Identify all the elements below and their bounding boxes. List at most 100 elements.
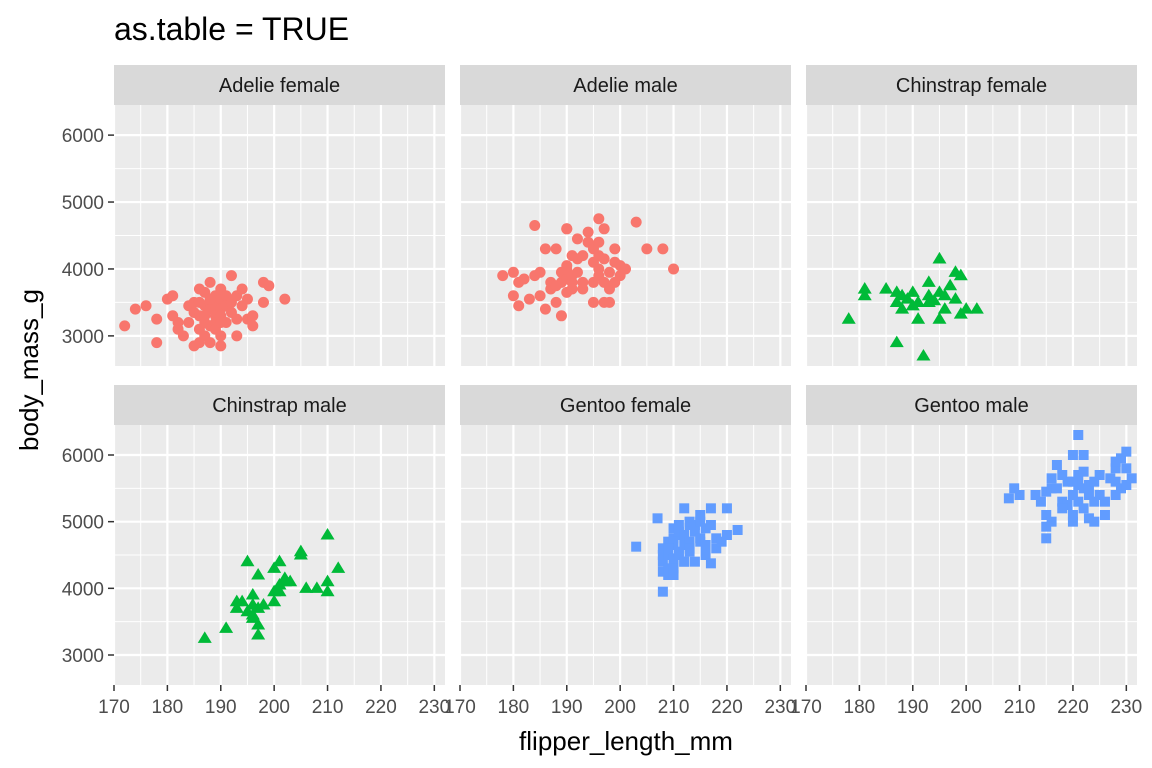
data-point [1115,483,1126,494]
data-point [235,594,250,607]
data-point [1062,476,1073,487]
data-point [593,213,605,225]
data-point [177,330,189,342]
x-tick-label: 200 [604,697,636,718]
data-point [172,317,184,328]
data-point [507,290,519,302]
data-point [700,550,711,560]
data-point [251,568,266,580]
data-point [689,526,700,537]
x-tick-label: 220 [1057,697,1089,718]
data-point [1126,473,1137,484]
strip-background [806,385,1137,425]
x-tick-label: 210 [658,697,690,718]
data-point [272,554,287,567]
data-point [1078,503,1089,514]
data-point [1046,473,1057,484]
data-point [140,300,152,312]
data-point [256,598,271,610]
data-point [700,523,711,534]
x-tick-label: 220 [711,697,743,718]
data-point [630,216,642,228]
y-tick-label: 5000 [62,513,104,534]
data-point [705,520,716,530]
data-point [1073,430,1084,440]
data-point [1067,476,1078,487]
data-point [231,330,243,342]
data-point [151,337,163,349]
x-tick-label: 180 [152,697,184,718]
data-point [1073,470,1084,480]
data-point [711,543,722,554]
data-point [561,223,573,235]
data-point [679,503,690,514]
strip-label: Chinstrap female [896,75,1047,97]
data-point [668,556,679,567]
data-point [711,533,722,544]
data-point [889,335,904,348]
data-point [921,275,936,287]
data-point [663,543,674,554]
data-point [518,273,530,285]
data-point [948,292,963,304]
y-tick-label: 4000 [62,579,104,600]
data-point [183,317,195,328]
x-tick-label: 220 [365,697,397,718]
data-point [1035,496,1046,507]
data-point [657,566,668,577]
data-point [550,243,562,255]
panel-gentoo-female: Gentoo female 170 180 190 200 210 220 230 [444,385,796,718]
data-point [204,293,216,305]
data-point [1057,496,1068,507]
data-point [959,302,974,314]
data-point [700,540,711,550]
data-point [251,618,266,630]
facet-panels: Adelie female 3000 4000 5000 6000 Adelie male… [62,65,1142,718]
data-point [1046,516,1057,527]
data-point [603,296,615,308]
data-point [663,570,674,580]
data-point [927,293,942,306]
data-point [1110,476,1121,487]
data-point [245,611,260,623]
data-point [1046,483,1057,494]
strip-background [114,385,445,425]
data-point [911,295,926,307]
data-point [668,540,679,550]
data-point [204,337,216,349]
data-point [1083,490,1094,500]
data-point [689,520,700,530]
data-point [657,243,669,255]
data-point [673,526,684,537]
data-point [943,278,958,291]
data-point [1051,483,1062,494]
data-point [245,588,260,600]
data-point [889,295,904,307]
data-point [251,628,266,640]
data-point [657,550,668,560]
data-point [879,282,894,294]
data-point [668,263,680,275]
x-axis-title: flipper_length_mm [519,726,733,756]
data-point [539,303,551,315]
data-point [1067,450,1078,460]
data-point [320,574,335,587]
data-point [1057,503,1068,514]
data-point [151,313,163,325]
data-point [571,266,583,278]
data-point [603,266,615,278]
data-point [1078,483,1089,494]
data-point [932,312,947,324]
data-point [900,292,915,304]
data-point [668,570,679,580]
data-point [911,312,926,324]
data-point [598,253,610,265]
data-point [587,296,599,308]
data-point [1041,533,1052,544]
data-point [721,503,732,514]
x-tick-label: 190 [897,697,929,718]
data-point [129,303,141,315]
data-point [732,525,743,535]
data-point [523,293,535,305]
